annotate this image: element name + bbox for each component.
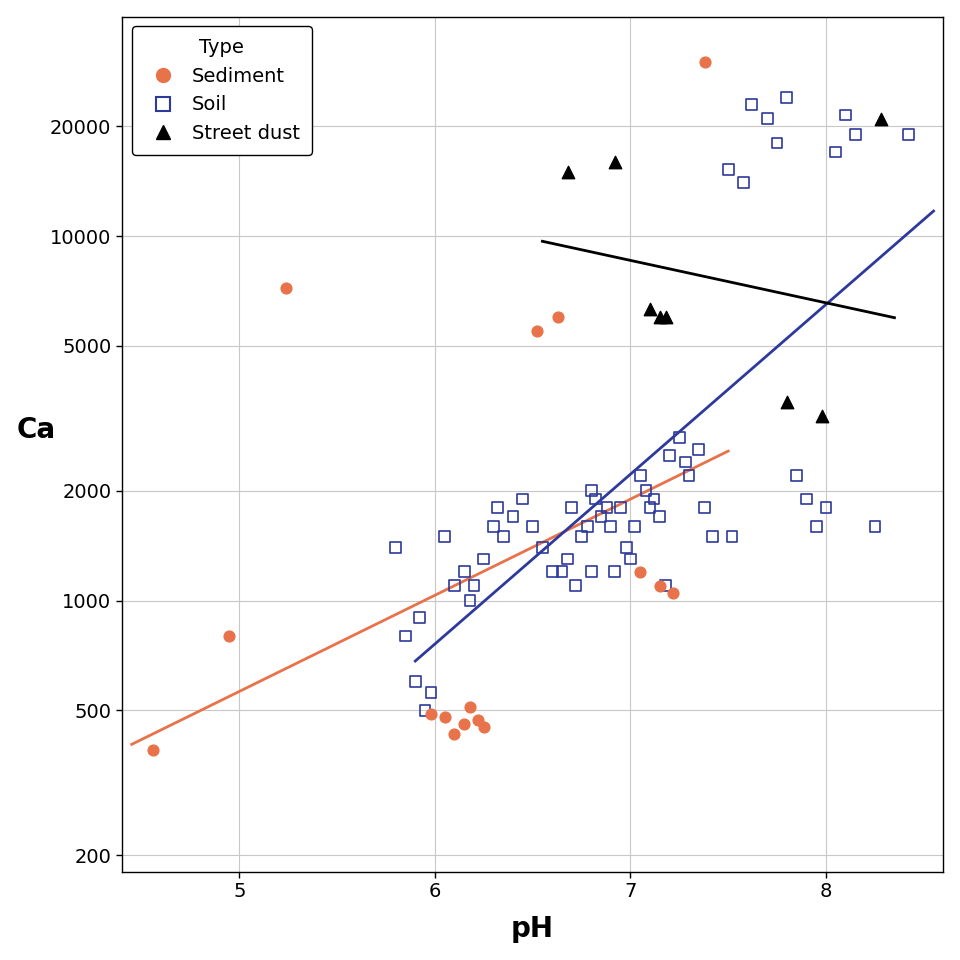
Point [486,518,501,534]
Point [516,492,531,507]
Point [619,540,635,555]
Point [560,551,575,566]
Point [423,706,439,721]
Point [560,164,575,180]
Point [437,709,452,725]
Point [599,500,614,516]
Point [329,874,345,889]
Point [580,518,595,534]
Point [697,55,712,70]
Y-axis label: Ca: Ca [16,417,56,444]
Point [584,564,599,580]
Point [627,518,642,534]
Point [818,500,833,516]
Legend: Sediment, Soil, Street dust: Sediment, Soil, Street dust [132,26,312,155]
Point [568,578,584,593]
Point [388,540,403,555]
Point [652,578,667,593]
Point [808,518,824,534]
Point [463,593,478,609]
Point [544,564,560,580]
Point [408,674,423,689]
Point [658,309,673,324]
Point [412,610,427,625]
Point [607,154,622,169]
Point [222,628,237,643]
Point [780,395,795,410]
Point [457,564,472,580]
Point [678,454,693,469]
Point [564,500,580,516]
X-axis label: pH: pH [511,915,554,944]
Point [612,500,628,516]
Point [633,468,648,484]
Point [554,564,569,580]
Point [278,280,294,296]
Point [146,742,161,757]
Point [652,309,667,324]
Point [838,108,853,123]
Point [665,586,681,601]
Point [848,127,863,142]
Point [900,127,916,142]
Point [814,409,829,424]
Point [661,448,677,464]
Point [593,509,609,524]
Point [672,430,687,445]
Point [697,500,712,516]
Point [535,540,550,555]
Point [457,716,472,732]
Point [780,90,795,106]
Point [490,500,505,516]
Point [470,712,486,728]
Point [418,703,433,718]
Point [744,97,759,112]
Point [495,529,511,544]
Point [769,135,784,151]
Point [584,483,599,498]
Point [603,518,618,534]
Point [705,529,720,544]
Point [588,492,603,507]
Point [550,309,565,324]
Point [476,551,492,566]
Point [642,301,658,317]
Point [789,468,804,484]
Point [682,468,697,484]
Point [633,564,648,580]
Point [505,509,520,524]
Point [828,144,844,159]
Point [646,492,661,507]
Point [725,529,740,544]
Point [623,551,638,566]
Point [721,162,736,178]
Point [658,578,673,593]
Point [446,578,462,593]
Point [476,719,492,734]
Point [638,483,654,498]
Point [867,518,882,534]
Point [873,111,888,127]
Point [463,700,478,715]
Point [736,175,752,190]
Point [437,529,452,544]
Point [642,500,658,516]
Point [397,628,413,643]
Point [652,509,667,524]
Point [525,518,540,534]
Point [607,564,622,580]
Point [529,324,544,339]
Point [759,111,775,127]
Point [574,529,589,544]
Point [446,727,462,742]
Point [799,492,814,507]
Point [691,442,707,457]
Point [423,684,439,700]
Point [467,578,482,593]
